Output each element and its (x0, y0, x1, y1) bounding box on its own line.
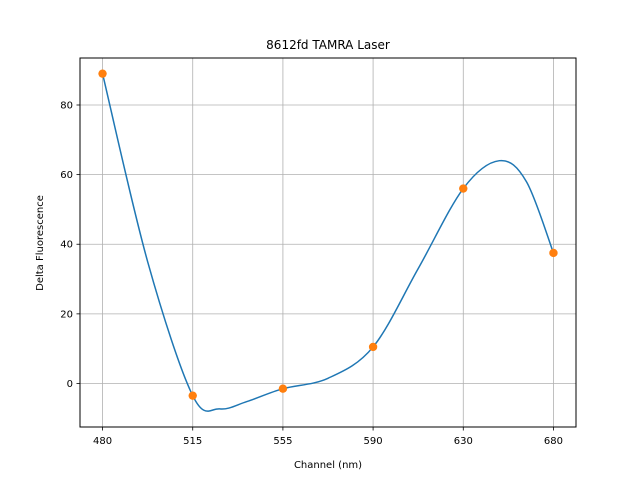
data-point (549, 248, 558, 258)
x-tick-label: 680 (544, 436, 563, 447)
data-point (459, 184, 468, 193)
data-point (98, 69, 107, 78)
curve-layer (101, 73, 555, 412)
y-axis-label: Delta Fluorescence (35, 195, 46, 291)
x-axis: 480 515 555 590 630 680 (93, 427, 563, 447)
y-tick-label: 60 (60, 170, 73, 181)
x-tick-label: 590 (364, 436, 383, 447)
x-tick-label: 480 (93, 436, 112, 447)
y-tick-label: 0 (67, 379, 73, 390)
data-point (278, 384, 288, 393)
y-tick-label: 40 (60, 240, 73, 251)
x-tick-label: 515 (183, 436, 202, 447)
grid (80, 58, 576, 427)
y-tick-label: 80 (60, 100, 73, 111)
x-tick-label: 555 (273, 436, 292, 447)
x-tick-label: 630 (454, 436, 473, 447)
y-axis: 0 20 40 60 80 (60, 100, 80, 390)
data-point (368, 342, 378, 352)
series-line (101, 73, 555, 412)
plot-frame (79, 57, 577, 428)
chart-title: 8612fd TAMRA Laser (266, 38, 390, 52)
marker-layer (98, 69, 558, 400)
y-tick-label: 20 (60, 309, 73, 320)
data-point (188, 391, 197, 400)
x-axis-label: Channel (nm) (294, 460, 362, 471)
